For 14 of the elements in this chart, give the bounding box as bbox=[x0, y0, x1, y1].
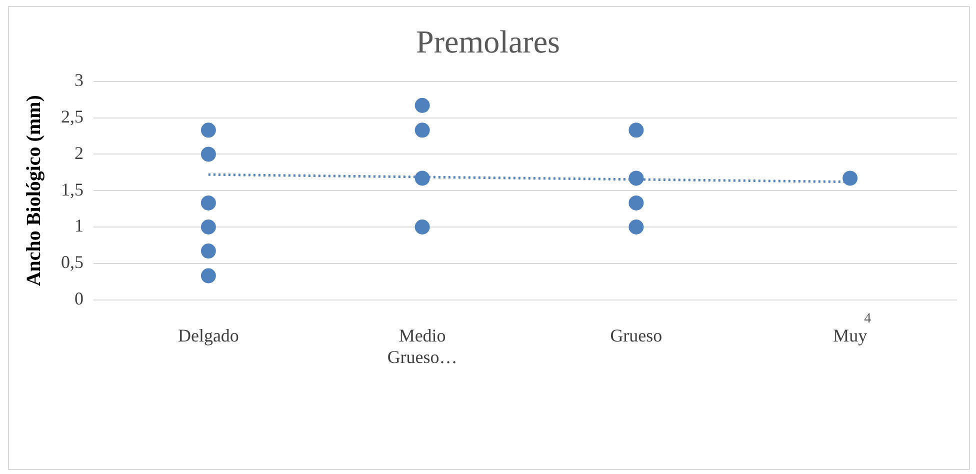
x-tick-label: Delgado bbox=[178, 325, 239, 346]
text: 4 bbox=[864, 311, 872, 326]
y-axis-title: Ancho Biológico (mm) bbox=[23, 95, 46, 286]
x-tick-label: Grueso bbox=[610, 325, 662, 346]
chart-title: Premolares bbox=[416, 24, 560, 60]
x-tick-label: Muy bbox=[833, 325, 868, 346]
y-tick-label: 2 bbox=[74, 142, 84, 163]
y-tick-label: 1,5 bbox=[61, 179, 84, 200]
y-tick-label: 0 bbox=[74, 288, 84, 309]
y-tick-label: 2,5 bbox=[61, 106, 84, 127]
y-tick-label: 1 bbox=[74, 216, 84, 236]
x-tick-label: Medio Grueso… bbox=[387, 325, 458, 367]
y-tick-label: 3 bbox=[74, 70, 84, 90]
y-tick-label: 0,5 bbox=[61, 252, 84, 272]
